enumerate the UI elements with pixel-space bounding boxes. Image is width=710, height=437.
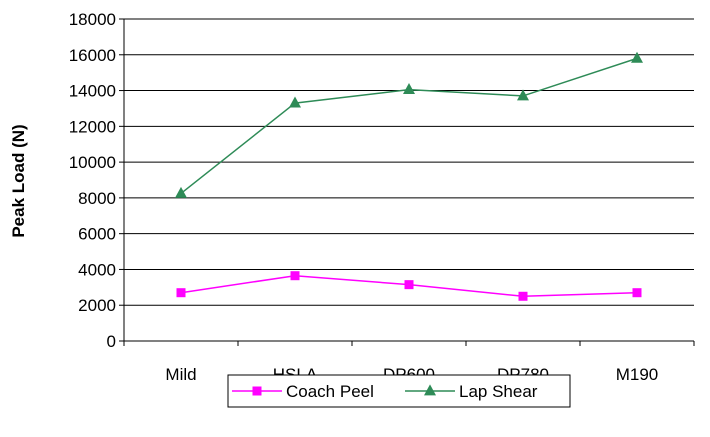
legend-item: Coach Peel (232, 382, 374, 401)
y-tick-label: 16000 (69, 46, 116, 65)
series (175, 51, 643, 301)
axes: 0 2000 4000 6000 8000 10000 12000 14000 16000 180… (69, 10, 695, 384)
data-point (632, 288, 642, 298)
legend-items: Coach Peel Lap Shear (232, 382, 538, 401)
legend-box (227, 374, 571, 408)
x-tick-label: Mild (165, 365, 196, 384)
y-tick-label: 12000 (69, 117, 116, 136)
y-tick-label: 6000 (78, 225, 116, 244)
legend-marker (424, 384, 436, 396)
data-point (289, 96, 301, 108)
data-point (290, 271, 300, 281)
gridlines (124, 18, 694, 306)
series-1 (175, 51, 643, 198)
data-point (175, 186, 187, 198)
y-tick-label: 4000 (78, 260, 116, 279)
y-tick-label: 18000 (69, 10, 116, 29)
legend-label: Coach Peel (286, 382, 374, 401)
legend-marker (252, 386, 262, 396)
y-tick-label: 10000 (69, 153, 116, 172)
legend-label: Lap Shear (459, 382, 538, 401)
y-tick-label: 8000 (78, 189, 116, 208)
data-point (403, 83, 415, 95)
data-point (517, 89, 529, 101)
y-tick-label: 2000 (78, 296, 116, 315)
data-point (518, 291, 528, 301)
x-tick-label: M190 (616, 365, 659, 384)
legend: Coach Peel Lap Shear (227, 374, 571, 408)
y-tick-label: 14000 (69, 82, 116, 101)
data-point (404, 280, 414, 290)
data-point (631, 51, 643, 63)
y-tick-label: 0 (107, 332, 116, 351)
y-axis-title: Peak Load (N) (9, 124, 28, 237)
series-0 (176, 271, 642, 301)
legend-item: Lap Shear (405, 382, 538, 401)
data-point (176, 288, 186, 298)
